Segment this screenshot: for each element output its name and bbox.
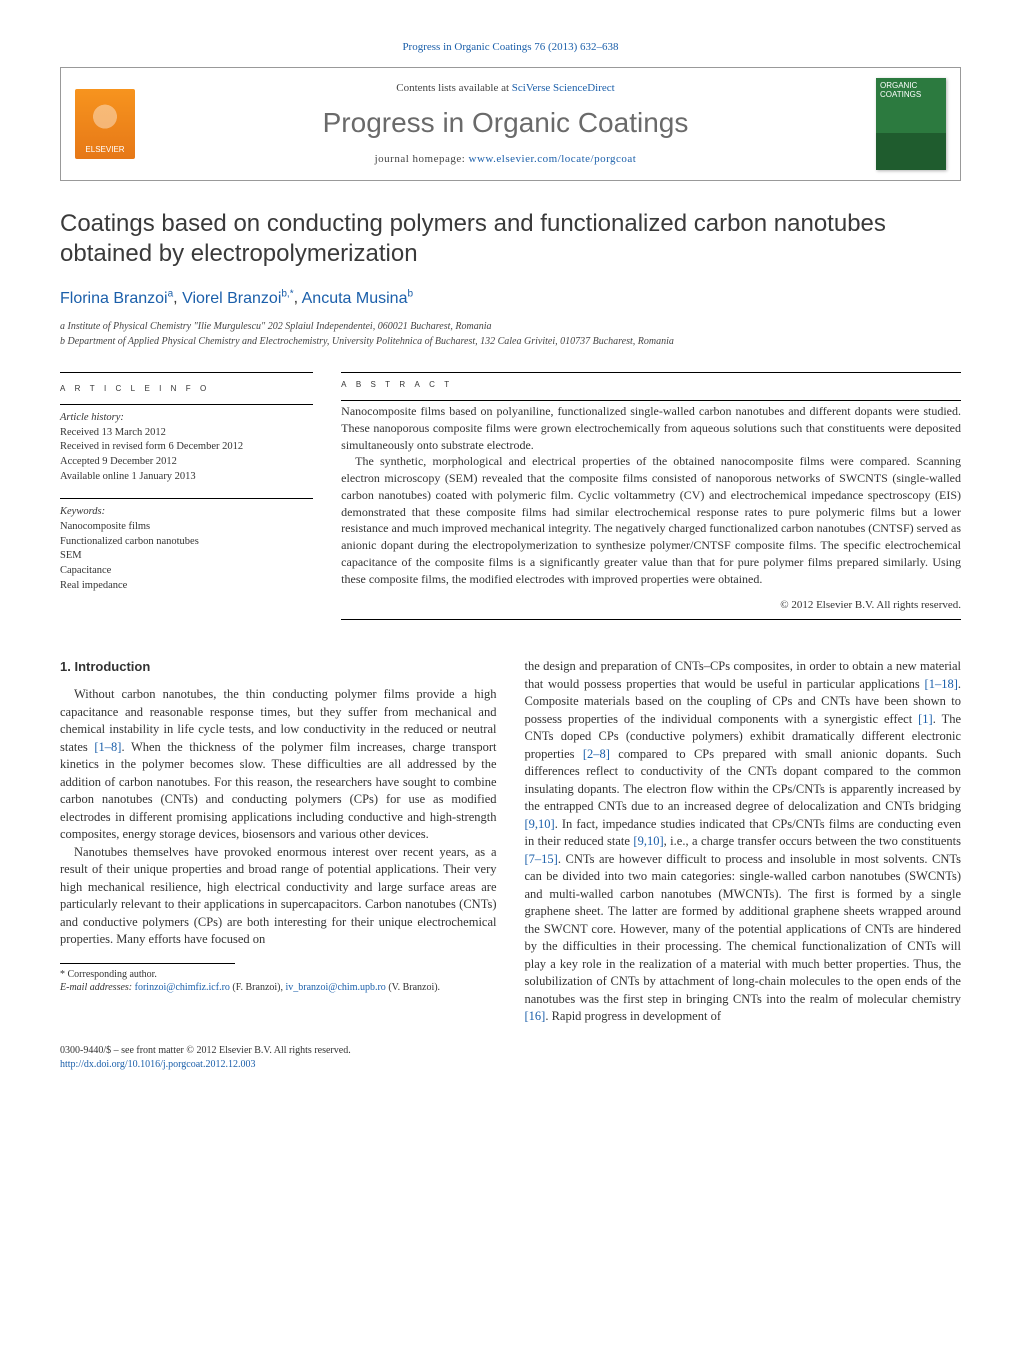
journal-masthead: ELSEVIER Contents lists available at Sci…	[60, 67, 961, 181]
abstract-copyright: © 2012 Elsevier B.V. All rights reserved…	[341, 598, 961, 613]
elsevier-logo-text: ELSEVIER	[85, 144, 124, 155]
running-head: Progress in Organic Coatings 76 (2013) 6…	[60, 40, 961, 55]
ref-link[interactable]: [9,10]	[525, 817, 555, 831]
journal-name: Progress in Organic Coatings	[135, 103, 876, 142]
keywords-block: Keywords: Nanocomposite filmsFunctionali…	[60, 505, 313, 593]
journal-cover-thumb: ORGANIC COATINGS	[876, 78, 946, 170]
abstract-heading: a b s t r a c t	[341, 375, 961, 392]
homepage-prefix: journal homepage:	[375, 153, 469, 165]
ref-link[interactable]: [9,10]	[633, 834, 663, 848]
abstract-text: Nanocomposite films based on polyaniline…	[341, 403, 961, 588]
history-label: Article history:	[60, 411, 313, 426]
elsevier-logo: ELSEVIER	[75, 89, 135, 159]
body-columns: 1. Introduction Without carbon nanotubes…	[60, 658, 961, 1026]
ref-link[interactable]: [7–15]	[525, 852, 558, 866]
homepage-line: journal homepage: www.elsevier.com/locat…	[135, 152, 876, 167]
ref-link[interactable]: [1–8]	[94, 740, 121, 754]
ref-link[interactable]: [16]	[525, 1009, 546, 1023]
history-line: Accepted 9 December 2012	[60, 455, 313, 470]
affiliation-line: b Department of Applied Physical Chemist…	[60, 335, 961, 349]
section-1-heading: 1. Introduction	[60, 658, 497, 676]
keyword-line: Functionalized carbon nanotubes	[60, 535, 313, 550]
affiliations: a Institute of Physical Chemistry "Ilie …	[60, 320, 961, 348]
author-link[interactable]: Ancuta Musinab	[302, 290, 413, 307]
masthead-center: Contents lists available at SciVerse Sci…	[135, 81, 876, 167]
front-matter-line: 0300-9440/$ – see front matter © 2012 El…	[60, 1044, 961, 1058]
keyword-line: Nanocomposite films	[60, 520, 313, 535]
keyword-line: SEM	[60, 549, 313, 564]
footnote-block: * Corresponding author. E-mail addresses…	[60, 963, 497, 994]
article-history-block: Article history: Received 13 March 2012R…	[60, 411, 313, 484]
contents-prefix: Contents lists available at	[396, 82, 511, 94]
contents-line: Contents lists available at SciVerse Sci…	[135, 81, 876, 96]
ref-link[interactable]: [2–8]	[583, 747, 610, 761]
intro-para-1: Without carbon nanotubes, the thin condu…	[60, 686, 497, 844]
keyword-line: Real impedance	[60, 579, 313, 594]
email-link-2[interactable]: iv_branzoi@chim.upb.ro	[286, 982, 386, 993]
article-info-heading: a r t i c l e i n f o	[60, 379, 313, 396]
affiliation-line: a Institute of Physical Chemistry "Ilie …	[60, 320, 961, 334]
running-head-link[interactable]: Progress in Organic Coatings 76 (2013) 6…	[402, 41, 618, 53]
email-link-1[interactable]: forinzoi@chimfiz.icf.ro	[135, 982, 230, 993]
intro-para-2: Nanotubes themselves have provoked enorm…	[60, 844, 497, 949]
author-link[interactable]: Viorel Branzoib,*	[182, 290, 294, 307]
elsevier-tree-icon	[87, 104, 123, 140]
cover-text: ORGANIC COATINGS	[880, 82, 942, 100]
history-line: Received in revised form 6 December 2012	[60, 440, 313, 455]
intro-para-3: the design and preparation of CNTs–CPs c…	[525, 658, 962, 1026]
keyword-line: Capacitance	[60, 564, 313, 579]
ref-link[interactable]: [1–18]	[925, 677, 958, 691]
article-info-column: a r t i c l e i n f o Article history: R…	[60, 370, 313, 622]
info-abstract-row: a r t i c l e i n f o Article history: R…	[60, 370, 961, 622]
page-footer: 0300-9440/$ – see front matter © 2012 El…	[60, 1044, 961, 1072]
author-link[interactable]: Florina Branzoia	[60, 290, 173, 307]
abstract-para: The synthetic, morphological and electri…	[341, 453, 961, 587]
doi-link[interactable]: http://dx.doi.org/10.1016/j.porgcoat.201…	[60, 1059, 255, 1070]
corresponding-author-note: * Corresponding author.	[60, 968, 497, 981]
ref-link[interactable]: [1]	[918, 712, 933, 726]
keywords-label: Keywords:	[60, 505, 313, 520]
sciencedirect-link[interactable]: SciVerse ScienceDirect	[512, 82, 615, 94]
homepage-link[interactable]: www.elsevier.com/locate/porgcoat	[469, 153, 637, 165]
abstract-para: Nanocomposite films based on polyaniline…	[341, 403, 961, 453]
history-line: Available online 1 January 2013	[60, 470, 313, 485]
article-title: Coatings based on conducting polymers an…	[60, 209, 961, 269]
abstract-column: a b s t r a c t Nanocomposite films base…	[341, 370, 961, 622]
email-line: E-mail addresses: forinzoi@chimfiz.icf.r…	[60, 981, 497, 994]
history-line: Received 13 March 2012	[60, 426, 313, 441]
author-list: Florina Branzoia, Viorel Branzoib,*, Anc…	[60, 287, 961, 310]
